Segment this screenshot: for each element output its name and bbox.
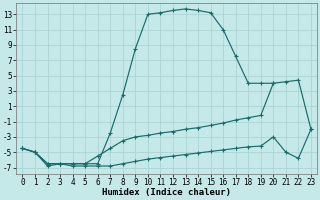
X-axis label: Humidex (Indice chaleur): Humidex (Indice chaleur) xyxy=(102,188,231,197)
